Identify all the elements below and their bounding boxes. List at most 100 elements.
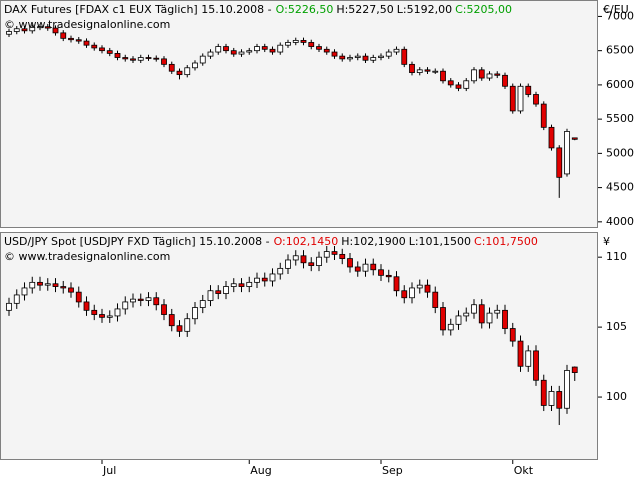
- candle-body: [60, 286, 67, 289]
- candle-body: [292, 39, 299, 43]
- candle-body: [463, 312, 470, 317]
- candle-body: [153, 57, 160, 60]
- candle-body: [269, 273, 276, 282]
- candle-body: [29, 281, 36, 289]
- candle-body: [75, 291, 82, 303]
- candle-body: [68, 37, 74, 41]
- candle-body: [455, 84, 462, 89]
- candle-body: [238, 51, 245, 55]
- y-tick-label: 6500: [606, 44, 634, 57]
- candle-body: [486, 312, 493, 324]
- candle-body: [478, 69, 485, 79]
- candle-body: [494, 309, 501, 314]
- candle-body: [91, 44, 98, 49]
- candle-body: [254, 46, 260, 52]
- candle-body: [122, 57, 129, 60]
- y-tick-label: 110: [606, 250, 627, 263]
- candle-body: [44, 26, 51, 29]
- quote-value: C:101,7500: [474, 235, 538, 248]
- candle-body: [463, 80, 470, 89]
- candle-body: [207, 51, 214, 57]
- candle-body: [277, 267, 284, 275]
- x-tick-label: Okt: [514, 464, 534, 477]
- candle-body: [323, 251, 330, 258]
- candle-body: [354, 55, 361, 58]
- candle-body: [21, 287, 28, 296]
- y-tick-label: 5500: [606, 112, 634, 125]
- candle-body: [75, 39, 82, 42]
- y-tick-label: 7000: [606, 9, 634, 22]
- candle-body: [161, 304, 167, 315]
- candle-body: [571, 366, 578, 373]
- candle-body: [525, 85, 532, 95]
- candle-body: [424, 69, 431, 72]
- candle-body: [533, 94, 539, 105]
- panel-frame: [0, 0, 598, 228]
- candle-body: [114, 308, 121, 317]
- candle-body: [486, 73, 493, 79]
- quote-value: H:102,1900: [341, 235, 405, 248]
- candle-body: [564, 370, 570, 409]
- candle-body: [316, 256, 322, 266]
- candle-body: [106, 315, 113, 318]
- candle-body: [385, 274, 392, 278]
- candle-body: [52, 283, 59, 287]
- candle-body: [416, 69, 423, 73]
- candle-body: [478, 304, 485, 324]
- candle-body: [393, 276, 400, 292]
- panel-title: DAX Futures [FDAX c1 EUX Täglich] 15.10.…: [4, 3, 272, 16]
- candle-body: [455, 315, 462, 325]
- candle-body: [331, 51, 338, 57]
- candle-body: [432, 70, 439, 73]
- y-tick-label: 4500: [606, 181, 634, 194]
- candle-body: [540, 379, 547, 406]
- candle-body: [424, 284, 431, 293]
- candle-body: [308, 262, 315, 266]
- candle-body: [362, 55, 369, 61]
- candle-body: [130, 298, 136, 303]
- candle-body: [300, 255, 307, 264]
- candle-body: [471, 304, 477, 314]
- candle-body: [540, 103, 547, 128]
- x-tick-label: Sep: [382, 464, 403, 477]
- candle-body: [300, 39, 307, 43]
- candle-body: [440, 70, 446, 82]
- candle-body: [556, 147, 563, 178]
- candle-body: [246, 50, 253, 53]
- candle-body: [533, 350, 539, 381]
- candle-body: [176, 70, 183, 76]
- candle-body: [106, 50, 113, 54]
- candle-body: [254, 277, 260, 283]
- candle-body: [184, 67, 191, 76]
- candle-body: [285, 42, 291, 46]
- candle-body: [385, 51, 392, 57]
- candle-body: [68, 287, 74, 293]
- watermark: © www.tradesignalonline.com: [4, 250, 170, 263]
- candle-body: [13, 294, 20, 304]
- candle-body: [52, 27, 59, 34]
- candle-body: [261, 277, 268, 282]
- candle-body: [29, 26, 36, 32]
- candle-body: [261, 46, 268, 50]
- y-tick-label: 100: [606, 390, 627, 403]
- candle-body: [230, 50, 237, 55]
- candle-body: [548, 391, 555, 406]
- candle-body: [199, 300, 206, 308]
- candle-body: [184, 318, 191, 332]
- candle-body: [114, 53, 121, 58]
- candle-body: [230, 283, 237, 287]
- candle-body: [215, 46, 222, 53]
- candle-body: [130, 58, 136, 61]
- candle-body: [432, 291, 439, 308]
- candle-body: [168, 314, 175, 327]
- candle-body: [401, 48, 408, 65]
- candle-body: [176, 325, 183, 332]
- quote-value: O:102,1450: [274, 235, 339, 248]
- candle-body: [509, 328, 516, 342]
- candle-body: [347, 258, 353, 268]
- quote-value: H:5227,50: [336, 3, 393, 16]
- candle-body: [292, 255, 299, 261]
- candle-body: [145, 297, 152, 301]
- candle-body: [91, 309, 98, 315]
